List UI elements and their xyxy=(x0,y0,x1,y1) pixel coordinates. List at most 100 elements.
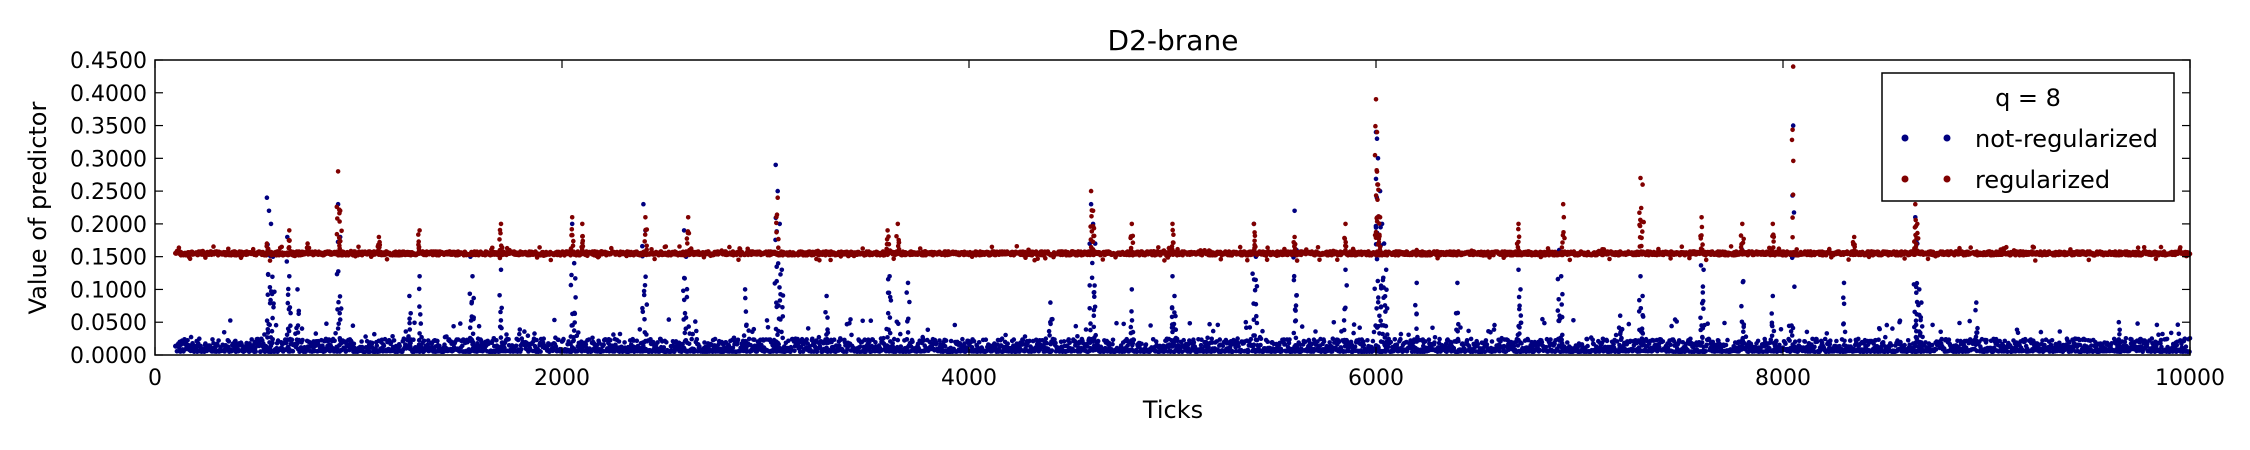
data-point-not-regularized xyxy=(1787,338,1792,343)
data-point-not-regularized xyxy=(1938,329,1943,335)
data-point-not-regularized xyxy=(1918,330,1923,336)
data-point-not-regularized xyxy=(634,338,640,344)
data-point-not-regularized xyxy=(1432,340,1437,345)
data-point-not-regularized xyxy=(1771,328,1777,334)
data-point-not-regularized xyxy=(418,312,423,317)
data-point-not-regularized xyxy=(571,260,577,266)
data-point-not-regularized xyxy=(2160,331,2165,337)
data-point-not-regularized xyxy=(786,338,791,344)
data-point-not-regularized xyxy=(1095,338,1101,344)
data-point-not-regularized xyxy=(2022,336,2028,342)
data-point-not-regularized xyxy=(498,318,504,323)
data-point-not-regularized xyxy=(2176,331,2182,337)
data-point-not-regularized xyxy=(265,292,271,298)
data-point-not-regularized xyxy=(1047,333,1052,338)
data-point-not-regularized xyxy=(885,310,891,316)
data-point-not-regularized xyxy=(408,311,414,316)
data-point-not-regularized xyxy=(471,316,476,322)
data-point-not-regularized xyxy=(823,340,829,346)
data-point-not-regularized xyxy=(1584,336,1590,342)
data-point-not-regularized xyxy=(286,286,291,292)
data-point-not-regularized xyxy=(1243,319,1249,325)
data-point-not-regularized xyxy=(1248,336,1254,342)
data-point-not-regularized xyxy=(324,321,329,327)
data-point-not-regularized xyxy=(1792,339,1798,345)
data-point-not-regularized xyxy=(313,331,319,336)
data-point-not-regularized xyxy=(1206,344,1211,350)
data-point-not-regularized xyxy=(1187,338,1192,343)
data-point-not-regularized xyxy=(2015,330,2021,336)
data-point-not-regularized xyxy=(1698,263,1704,268)
data-point-not-regularized xyxy=(2156,332,2161,338)
data-point-not-regularized xyxy=(1203,339,1209,345)
data-point-not-regularized xyxy=(1383,267,1389,273)
data-point-regularized xyxy=(267,258,273,263)
data-point-not-regularized xyxy=(1139,341,1144,347)
data-point-not-regularized xyxy=(534,337,539,343)
data-point-not-regularized xyxy=(1173,327,1179,333)
data-point-not-regularized xyxy=(1414,311,1419,317)
data-point-not-regularized xyxy=(1518,287,1523,292)
data-point-not-regularized xyxy=(1027,338,1032,344)
data-point-not-regularized xyxy=(1236,344,1241,349)
data-point-not-regularized xyxy=(1739,303,1744,309)
data-point-not-regularized xyxy=(1331,320,1337,325)
data-point-not-regularized xyxy=(1220,343,1226,349)
data-point-not-regularized xyxy=(1548,337,1553,342)
data-point-not-regularized xyxy=(1919,324,1925,329)
data-point-not-regularized xyxy=(1741,329,1746,335)
data-point-not-regularized xyxy=(1092,304,1098,310)
data-point-not-regularized xyxy=(1088,321,1093,326)
data-point-not-regularized xyxy=(898,331,903,337)
data-point-not-regularized xyxy=(273,322,279,328)
data-point-not-regularized xyxy=(411,337,416,343)
data-point-not-regularized xyxy=(252,345,258,351)
data-point-not-regularized xyxy=(471,295,477,301)
data-point-not-regularized xyxy=(1489,339,1495,344)
data-point-not-regularized xyxy=(825,315,830,320)
data-point-not-regularized xyxy=(1914,280,1920,286)
data-point-not-regularized xyxy=(644,302,650,307)
data-point-not-regularized xyxy=(1814,339,1820,345)
data-point-not-regularized xyxy=(571,335,576,340)
data-point-not-regularized xyxy=(2168,330,2174,336)
data-point-not-regularized xyxy=(1641,338,1646,344)
data-point-not-regularized xyxy=(664,340,669,345)
data-point-not-regularized xyxy=(417,331,422,336)
data-point-not-regularized xyxy=(1254,313,1259,319)
data-point-not-regularized xyxy=(1430,325,1435,331)
data-point-not-regularized xyxy=(207,343,213,349)
data-point-not-regularized xyxy=(359,339,364,344)
data-point-not-regularized xyxy=(1700,298,1706,304)
data-point-not-regularized xyxy=(907,299,912,305)
data-point-not-regularized xyxy=(350,323,356,329)
data-point-not-regularized xyxy=(1385,332,1390,337)
data-point-not-regularized xyxy=(1464,338,1470,343)
data-point-not-regularized xyxy=(1812,344,1817,350)
data-point-not-regularized xyxy=(1252,333,1257,338)
data-point-not-regularized xyxy=(435,338,440,344)
data-point-not-regularized xyxy=(417,304,422,309)
data-point-not-regularized xyxy=(1005,341,1010,347)
data-point-not-regularized xyxy=(1974,330,1980,335)
data-point-not-regularized xyxy=(1918,340,1924,345)
data-point-not-regularized xyxy=(1973,334,1979,340)
data-point-not-regularized xyxy=(1293,335,1299,341)
data-point-not-regularized xyxy=(1560,291,1565,297)
data-point-not-regularized xyxy=(1092,283,1097,288)
data-point-not-regularized xyxy=(1883,334,1888,340)
data-point-not-regularized xyxy=(351,341,357,347)
data-point-not-regularized xyxy=(1565,340,1570,345)
data-point-not-regularized xyxy=(397,343,403,349)
data-point-not-regularized xyxy=(910,339,915,345)
data-point-not-regularized xyxy=(681,275,687,281)
data-point-not-regularized xyxy=(1392,337,1398,342)
data-point-not-regularized xyxy=(1381,295,1386,301)
data-point-not-regularized xyxy=(369,340,375,346)
data-point-not-regularized xyxy=(1789,333,1795,338)
data-point-not-regularized xyxy=(1455,280,1460,286)
data-point-not-regularized xyxy=(1088,327,1093,333)
data-point-not-regularized xyxy=(860,318,865,324)
data-point-not-regularized xyxy=(1114,320,1119,326)
data-point-not-regularized xyxy=(1640,293,1645,299)
